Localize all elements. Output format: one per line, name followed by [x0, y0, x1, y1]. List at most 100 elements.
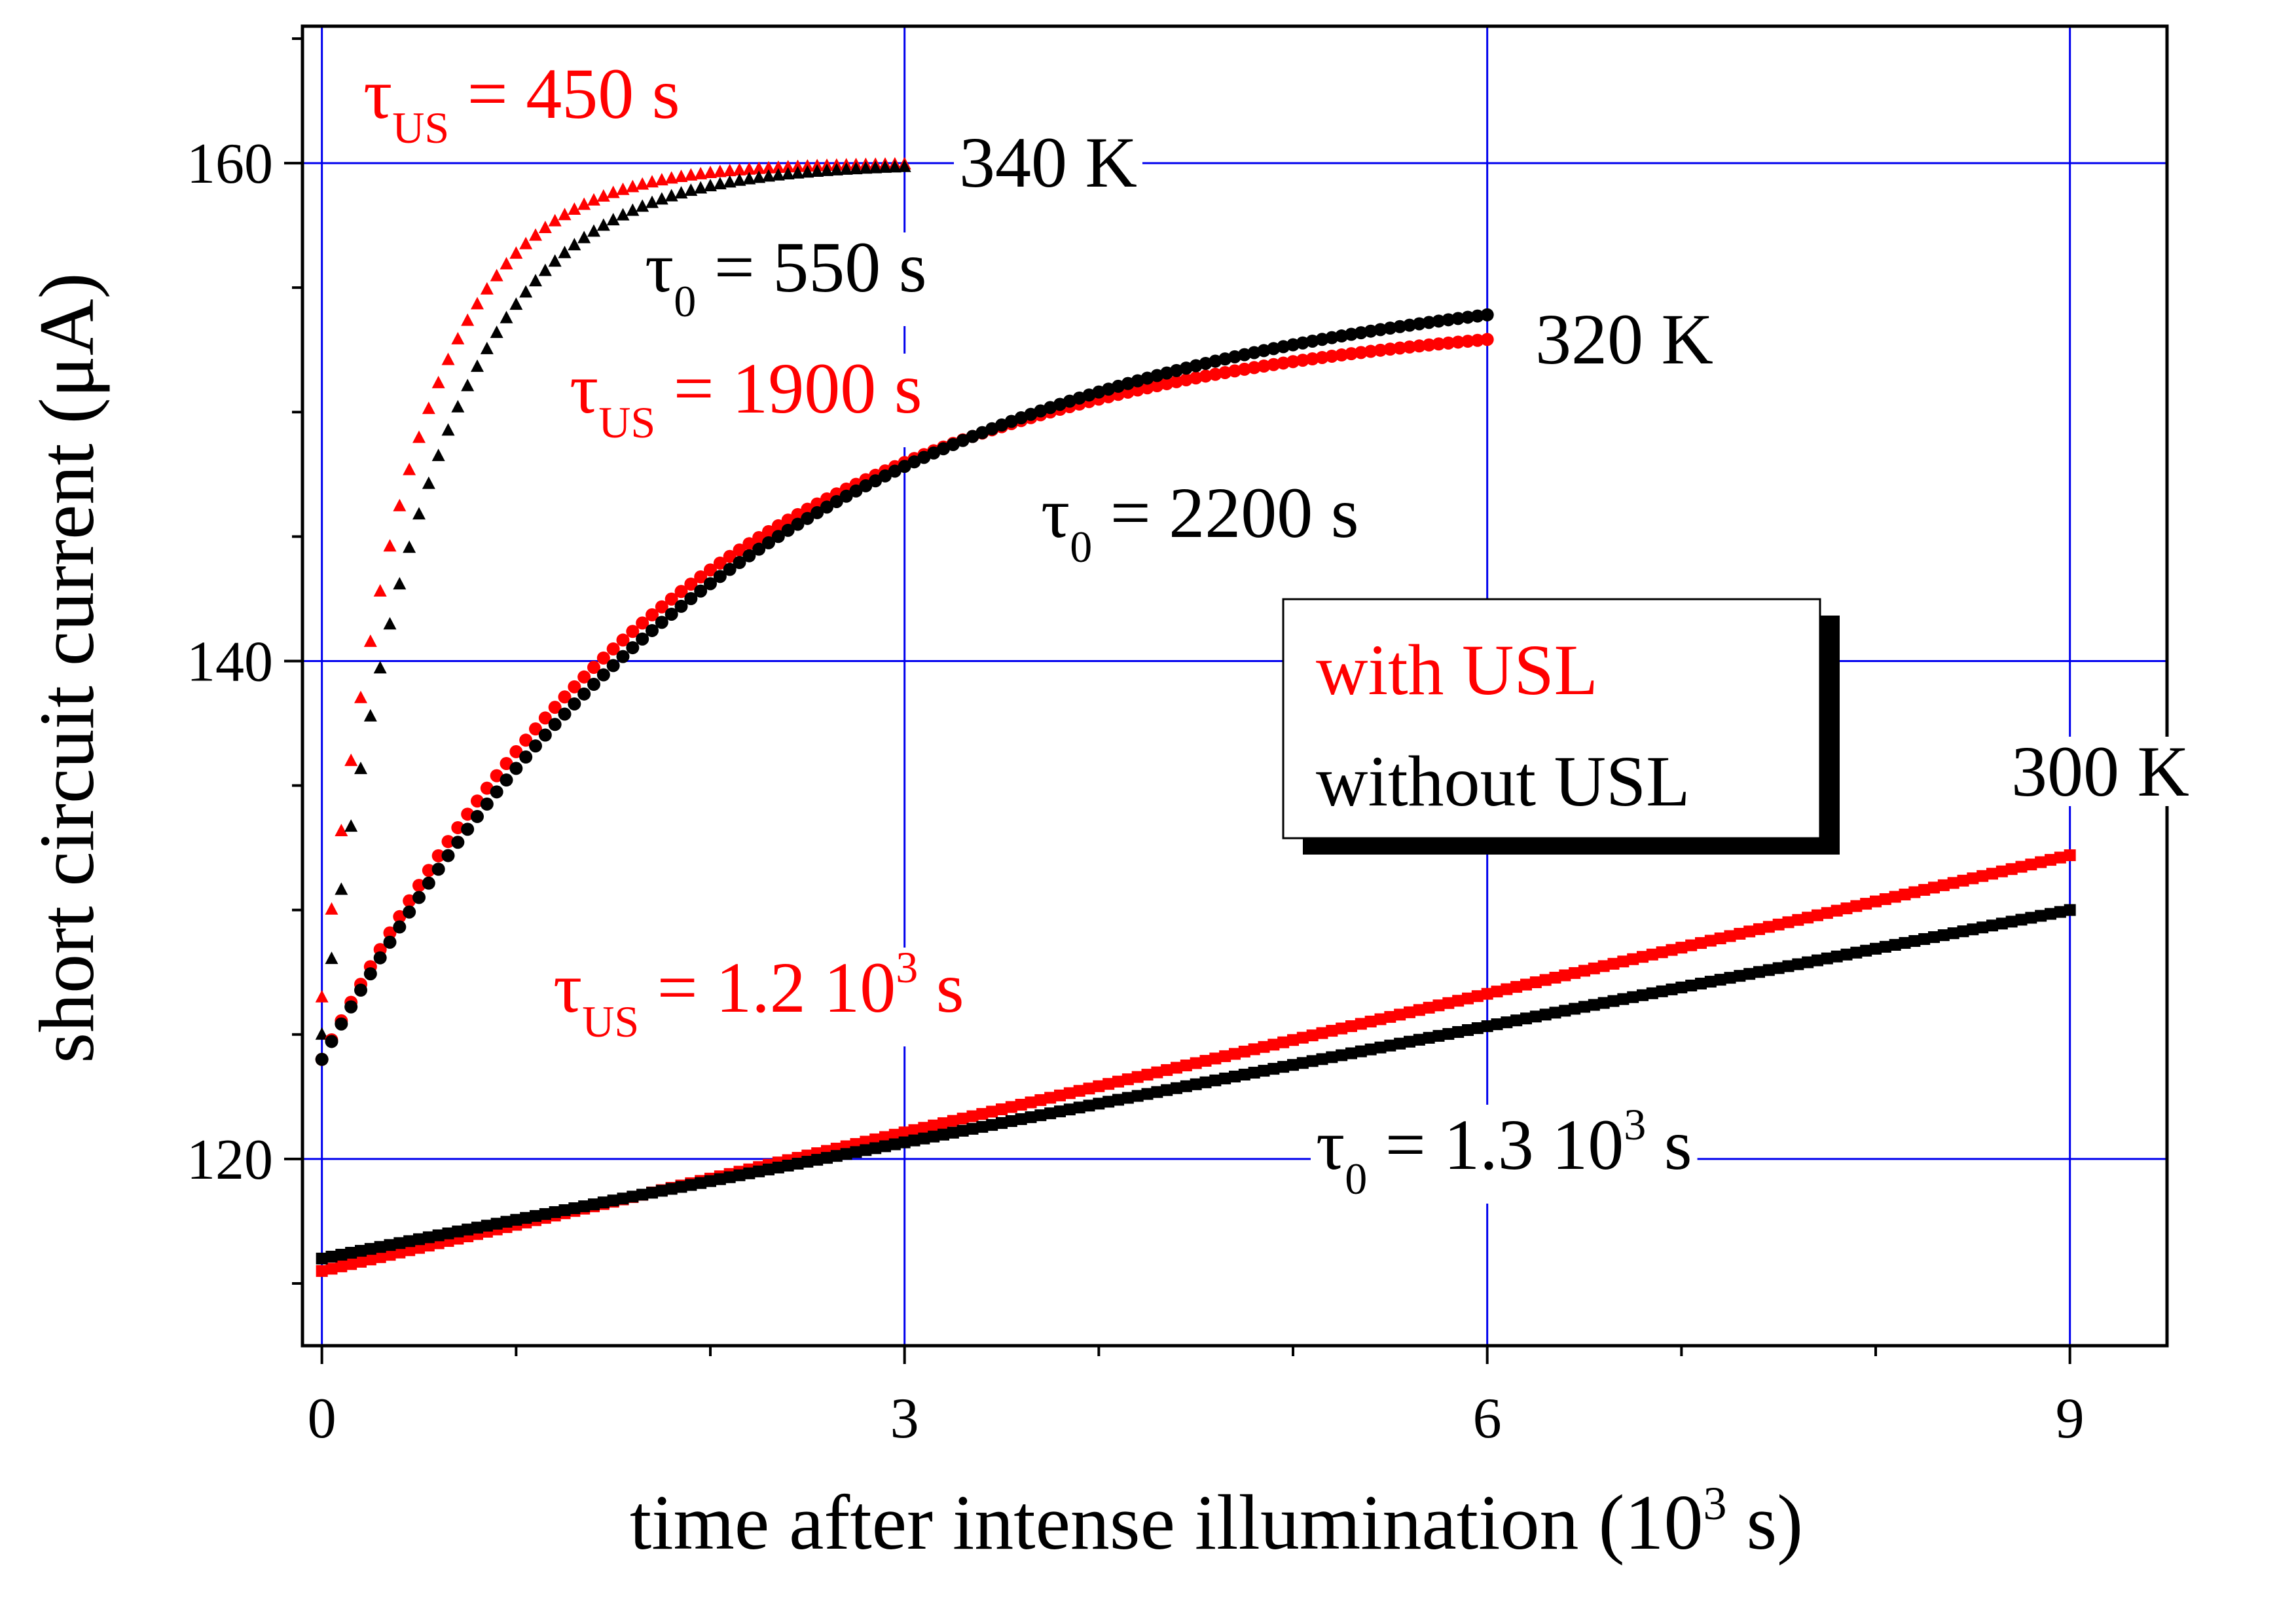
data-point: [1316, 1053, 1328, 1065]
data-point: [393, 1237, 406, 1249]
data-point: [1753, 966, 1765, 978]
x-tick-label: 9: [2056, 1387, 2085, 1450]
data-point: [646, 195, 659, 208]
data-point: [1394, 1037, 1406, 1050]
data-point: [1180, 1080, 1192, 1092]
data-point: [530, 1209, 541, 1222]
data-point: [742, 172, 756, 185]
data-point: [1199, 1054, 1212, 1067]
data-point: [665, 171, 678, 184]
data-point: [1286, 338, 1300, 352]
data-point: [1675, 942, 1688, 954]
data-point: [918, 1132, 930, 1145]
data-point: [655, 173, 668, 186]
data-point: [636, 199, 649, 212]
data-point: [403, 1244, 416, 1257]
data-point: [354, 762, 367, 775]
data-point: [762, 536, 775, 549]
data-point: [1151, 1086, 1163, 1098]
data-point: [1501, 983, 1513, 995]
data-point: [908, 1124, 920, 1136]
data-point: [2025, 912, 2037, 924]
data-point: [1918, 883, 1931, 896]
data-point: [771, 168, 785, 181]
data-point: [918, 1122, 930, 1134]
annotation-tau-us-1900: τUS = 1900 s: [570, 348, 922, 447]
data-point: [821, 1152, 833, 1164]
data-point: [1908, 886, 1921, 898]
data-point: [879, 469, 892, 483]
data-point: [1326, 1025, 1338, 1037]
data-point: [384, 1239, 396, 1251]
data-point: [665, 592, 678, 606]
data-point: [596, 651, 610, 665]
data-point: [1121, 1092, 1134, 1104]
data-point: [1617, 955, 1630, 968]
data-point: [403, 1235, 416, 1247]
data-point: [393, 920, 407, 934]
data-point: [1306, 1055, 1319, 1067]
data-point: [422, 401, 435, 415]
data-point: [2064, 849, 2076, 862]
data-point: [1462, 1024, 1474, 1037]
data-point: [1675, 981, 1688, 993]
data-point: [898, 460, 911, 473]
data-point: [432, 1229, 445, 1242]
data-point: [733, 556, 746, 570]
data-point: [2005, 915, 2018, 928]
data-point: [441, 352, 455, 365]
data-point: [325, 951, 338, 965]
data-point: [344, 753, 358, 766]
data-point: [684, 183, 698, 196]
data-point: [461, 378, 475, 392]
data-point: [966, 1110, 979, 1122]
data-point: [587, 193, 600, 206]
data-point: [1131, 1090, 1144, 1102]
data-point: [2015, 860, 2028, 873]
data-point: [1296, 336, 1309, 350]
data-point: [908, 1134, 920, 1147]
data-point: [2025, 858, 2037, 871]
legend-box: [1282, 598, 1821, 840]
data-point: [2035, 856, 2047, 868]
data-point: [1190, 1057, 1202, 1069]
data-point: [587, 678, 600, 692]
data-point: [1666, 944, 1678, 956]
data-point: [674, 169, 688, 182]
data-point: [869, 1142, 882, 1154]
data-point: [636, 616, 649, 630]
data-point: [490, 268, 503, 282]
data-point: [383, 935, 397, 949]
data-point: [355, 1245, 367, 1257]
label-340k-bg: [954, 128, 1142, 197]
data-point: [325, 1035, 338, 1048]
annotation-tau-us-450-bg: [358, 59, 685, 153]
data-point: [442, 1227, 454, 1240]
data-point: [335, 1017, 348, 1031]
data-point: [1704, 934, 1717, 947]
data-point: [1831, 904, 1843, 917]
data-point: [763, 1163, 774, 1175]
data-point: [1364, 1015, 1377, 1027]
data-point: [898, 159, 911, 172]
data-point: [1102, 1078, 1115, 1090]
data-point: [781, 160, 795, 173]
y-axis-label: short circuit current (μA): [23, 272, 110, 1063]
data-point: [616, 633, 630, 647]
data-point: [1170, 375, 1183, 388]
data-point: [733, 1169, 746, 1181]
data-point: [1578, 965, 1590, 977]
data-point: [2054, 851, 2066, 864]
legend-label-without-usl: without USL: [1316, 741, 1690, 821]
data-point: [490, 1217, 503, 1230]
data-point: [606, 642, 620, 655]
data-point: [1821, 907, 1833, 919]
data-point: [820, 500, 833, 514]
data-point: [1850, 946, 1863, 959]
data-point: [1277, 340, 1290, 354]
data-point: [451, 836, 465, 849]
data-point: [431, 375, 445, 388]
data-point: [1461, 310, 1474, 324]
data-point: [617, 1192, 629, 1205]
